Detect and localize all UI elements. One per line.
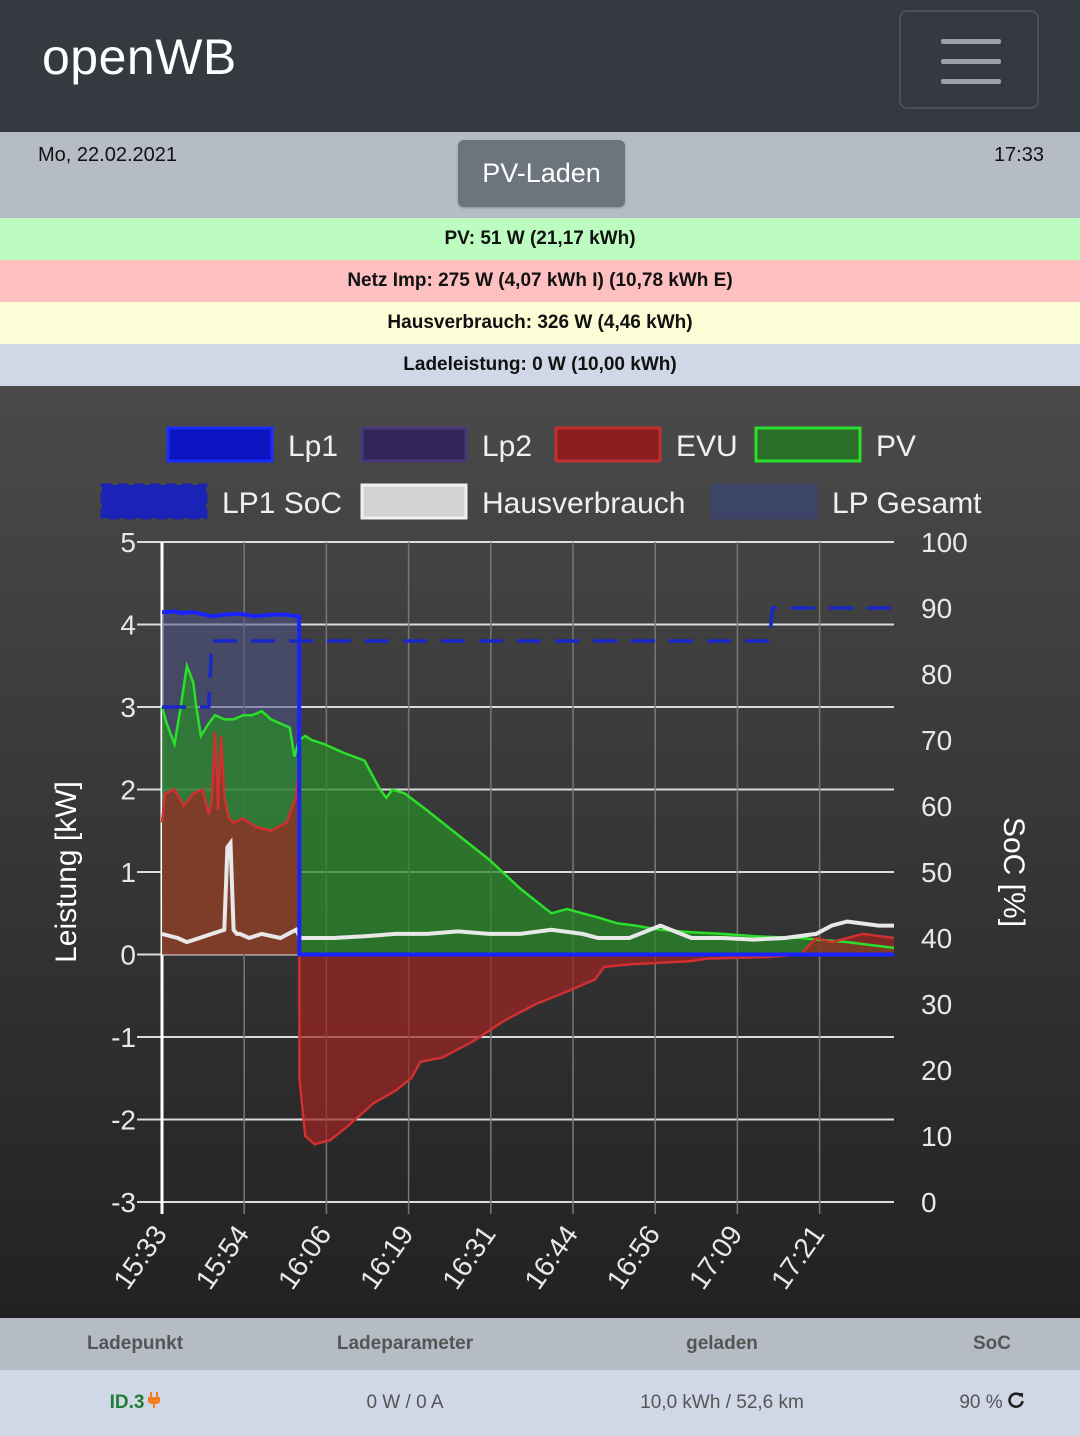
brand-title[interactable]: openWB (42, 29, 237, 85)
evu-line (160, 731, 895, 1146)
x-tick-label: 16:56 (601, 1220, 667, 1295)
y2-tick-label: 80 (921, 659, 952, 690)
x-tick-label: 16:06 (272, 1220, 338, 1295)
lp1-line (162, 609, 894, 957)
y2-tick-label: 100 (921, 527, 968, 558)
power-chart[interactable]: 5 4 3 2 1 0 -1 -2 -3 100 90 80 70 60 50 40 30 20 10 0 15:33 1… (0, 386, 1080, 1318)
hamburger-icon (941, 39, 1001, 44)
legend-label: Lp1 (288, 430, 338, 463)
legend-swatch (360, 483, 468, 520)
header-ladepunkt: Ladepunkt (86, 1333, 184, 1354)
navbar: openWB (0, 0, 1080, 132)
legend-label: LP1 SoC (222, 487, 342, 520)
x-tick-label: 17:09 (683, 1220, 749, 1295)
table-row: ID.3 0 W / 0 A 10,0 kWh / 52,6 km 90 % (0, 1370, 1080, 1436)
y-tick-label: 3 (120, 692, 136, 723)
pv-line (160, 660, 895, 950)
y2-tick-label: 50 (921, 857, 952, 888)
legend-swatch (754, 426, 862, 463)
x-tick-label: 17:21 (765, 1220, 831, 1295)
soc-value: 90 % (959, 1392, 1003, 1413)
hamburger-icon-bar (941, 79, 1001, 84)
legend-label: Hausverbrauch (482, 487, 685, 520)
y2-tick-label: 30 (921, 989, 952, 1020)
hamburger-menu-button[interactable] (899, 10, 1039, 109)
y-tick-label: -1 (111, 1022, 136, 1053)
refresh-icon[interactable] (1007, 1391, 1025, 1415)
soc-cell[interactable]: 90 % (900, 1370, 1080, 1436)
y-tick-label: 2 (120, 775, 136, 806)
evu-area (162, 731, 894, 1145)
y2-tick-label: 90 (921, 593, 952, 624)
chargepoint-name: ID.3 (109, 1392, 145, 1413)
header-ladeparameter: Ladeparameter (336, 1333, 474, 1354)
legend-label: EVU (676, 430, 738, 463)
date-label: Mo, 22.02.2021 (38, 144, 177, 166)
lp1-soc-line (162, 606, 894, 709)
y-tick-label: 1 (120, 857, 136, 888)
time-label: 17:33 (993, 144, 1044, 166)
y2-tick-label: 40 (921, 923, 952, 954)
legend-swatch (166, 426, 274, 463)
hamburger-icon-bar (941, 59, 1001, 64)
legend-swatch (360, 426, 468, 463)
legend-label: LP Gesamt (832, 487, 982, 520)
x-tick-label: 16:44 (518, 1220, 584, 1295)
house-consumption-row: Hausverbrauch: 326 W (4,46 kWh) (0, 302, 1080, 344)
y2-axis-title: SoC [%] (997, 817, 1030, 927)
header-soc: SoC (973, 1333, 1011, 1354)
header-geladen: geladen (686, 1333, 758, 1354)
legend-swatch (554, 426, 662, 463)
chargepoint-cell[interactable]: ID.3 (35, 1370, 235, 1436)
pv-info-row: PV: 51 W (21,17 kWh) (0, 218, 1080, 260)
charge-mode-button[interactable]: PV-Laden (458, 140, 625, 207)
charge-params-cell: 0 W / 0 A (366, 1392, 444, 1413)
table-header: Ladepunkt Ladeparameter geladen SoC (0, 1318, 1080, 1370)
charged-cell: 10,0 kWh / 52,6 km (640, 1392, 804, 1413)
y-tick-label: -2 (111, 1105, 136, 1136)
y2-tick-label: 60 (921, 791, 952, 822)
pv-area (162, 665, 894, 955)
legend-swatch (710, 483, 818, 520)
y2-tick-label: 0 (921, 1187, 937, 1218)
charging-power-row: Ladeleistung: 0 W (10,00 kWh) (0, 344, 1080, 386)
y-axis-title: Leistung [kW] (50, 781, 83, 963)
hausverbrauch-line (161, 837, 894, 945)
x-tick-label: 16:31 (436, 1220, 502, 1295)
y2-tick-label: 20 (921, 1055, 952, 1086)
x-tick-label: 15:33 (107, 1220, 173, 1295)
y-tick-label: 0 (120, 940, 136, 971)
grid-info-row: Netz Imp: 275 W (4,07 kWh I) (10,78 kWh … (0, 260, 1080, 302)
x-tick-label: 15:54 (190, 1220, 256, 1295)
y-tick-label: 4 (120, 610, 136, 641)
y2-tick-label: 70 (921, 725, 952, 756)
plug-icon (148, 1392, 161, 1414)
legend-label: PV (876, 430, 916, 463)
y-tick-label: -3 (111, 1187, 136, 1218)
y-tick-label: 5 (120, 527, 136, 558)
x-tick-label: 16:19 (354, 1220, 420, 1295)
status-bar: Mo, 22.02.2021 PV-Laden 17:33 (0, 132, 1080, 218)
legend-swatch (100, 483, 208, 520)
y2-tick-label: 10 (921, 1121, 952, 1152)
legend-label: Lp2 (482, 430, 532, 463)
